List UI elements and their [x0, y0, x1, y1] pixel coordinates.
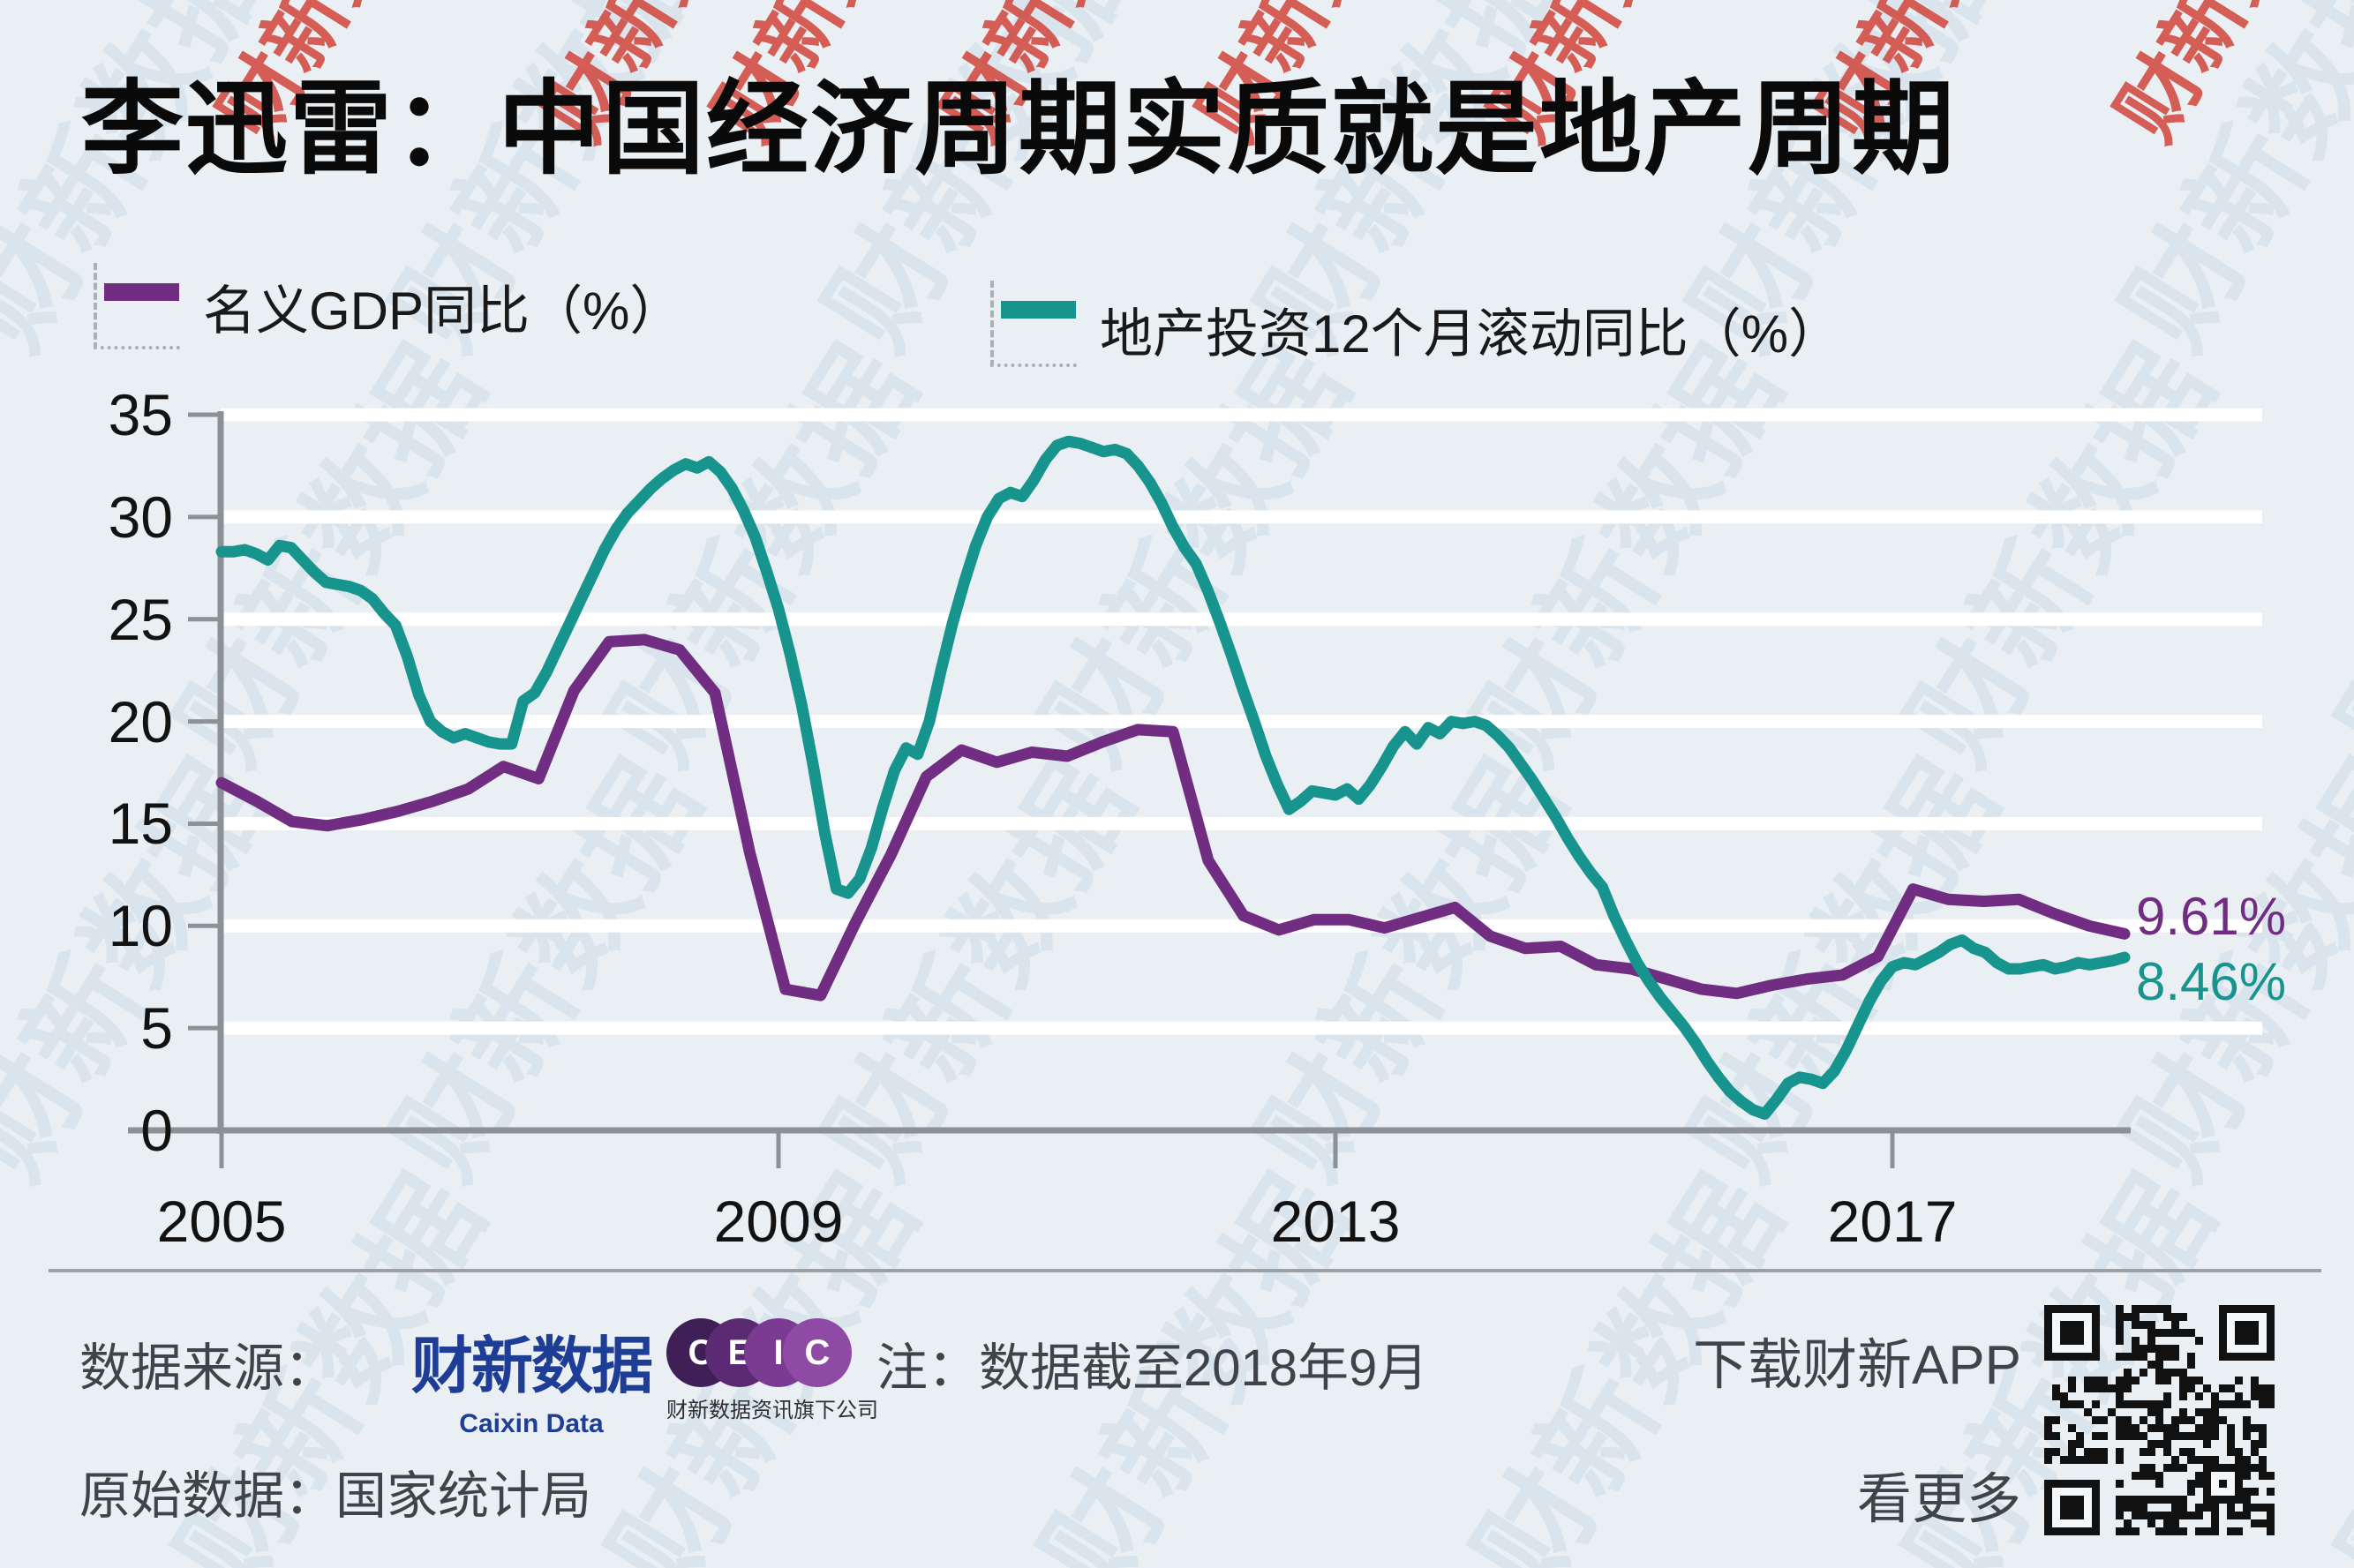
property-investment-line: [215, 435, 2131, 1120]
y-tick-label: 35: [108, 382, 173, 448]
y-tick-label: 5: [140, 995, 173, 1062]
legend-swatch-property: [1001, 301, 1076, 319]
caixin-logo-zh: 财新数据: [411, 1332, 653, 1400]
y-tick-label: 10: [108, 893, 173, 959]
x-tick-label: 2009: [713, 1189, 844, 1254]
axes: [128, 411, 2131, 1134]
x-tick-label: 2005: [156, 1189, 287, 1254]
caixin-logo-en: Caixin Data: [459, 1409, 604, 1438]
download-app-label: 下载财新APP: [1692, 1335, 2021, 1396]
y-tick-label: 0: [140, 1098, 173, 1163]
ceic-circle-c2: C: [783, 1318, 852, 1387]
gdp-end-value-label: 9.61%: [2136, 887, 2287, 946]
legend-label-gdp: 名义GDP同比（%）: [203, 281, 683, 341]
raw-data-source: 原始数据：国家统计局: [79, 1467, 592, 1525]
axis-ticks: [188, 412, 1895, 1168]
legend-bracket-gdp: [94, 263, 180, 349]
y-tick-label: 20: [108, 688, 173, 754]
page-title: 李迅雷：中国经济周期实质就是地产周期: [81, 71, 1956, 186]
data-note: 注：数据截至2018年9月: [876, 1339, 1429, 1397]
gridlines: [221, 408, 2262, 1035]
see-more-label: 看更多: [1856, 1469, 2021, 1530]
legend-swatch-gdp: [104, 283, 179, 301]
ceic-tagline: 财新数据资讯旗下公司: [666, 1399, 878, 1422]
y-tick-label: 30: [108, 484, 173, 550]
x-tick-label: 2013: [1270, 1189, 1401, 1254]
caixin-data-logo: 财新数据 Caixin Data: [408, 1317, 655, 1439]
footer-divider: [49, 1269, 2321, 1272]
x-tick-label: 2017: [1827, 1189, 1958, 1254]
legend-bracket-property: [990, 281, 1077, 367]
y-tick-label: 25: [108, 586, 173, 652]
qr-code: [2044, 1305, 2275, 1535]
property-end-value-label: 8.46%: [2136, 952, 2287, 1011]
gdp-line: [215, 634, 2131, 1002]
legend-label-property: 地产投资12个月滚动同比（%）: [1100, 304, 1842, 364]
data-source-label: 数据来源：: [79, 1339, 336, 1397]
y-tick-label: 15: [108, 791, 173, 857]
